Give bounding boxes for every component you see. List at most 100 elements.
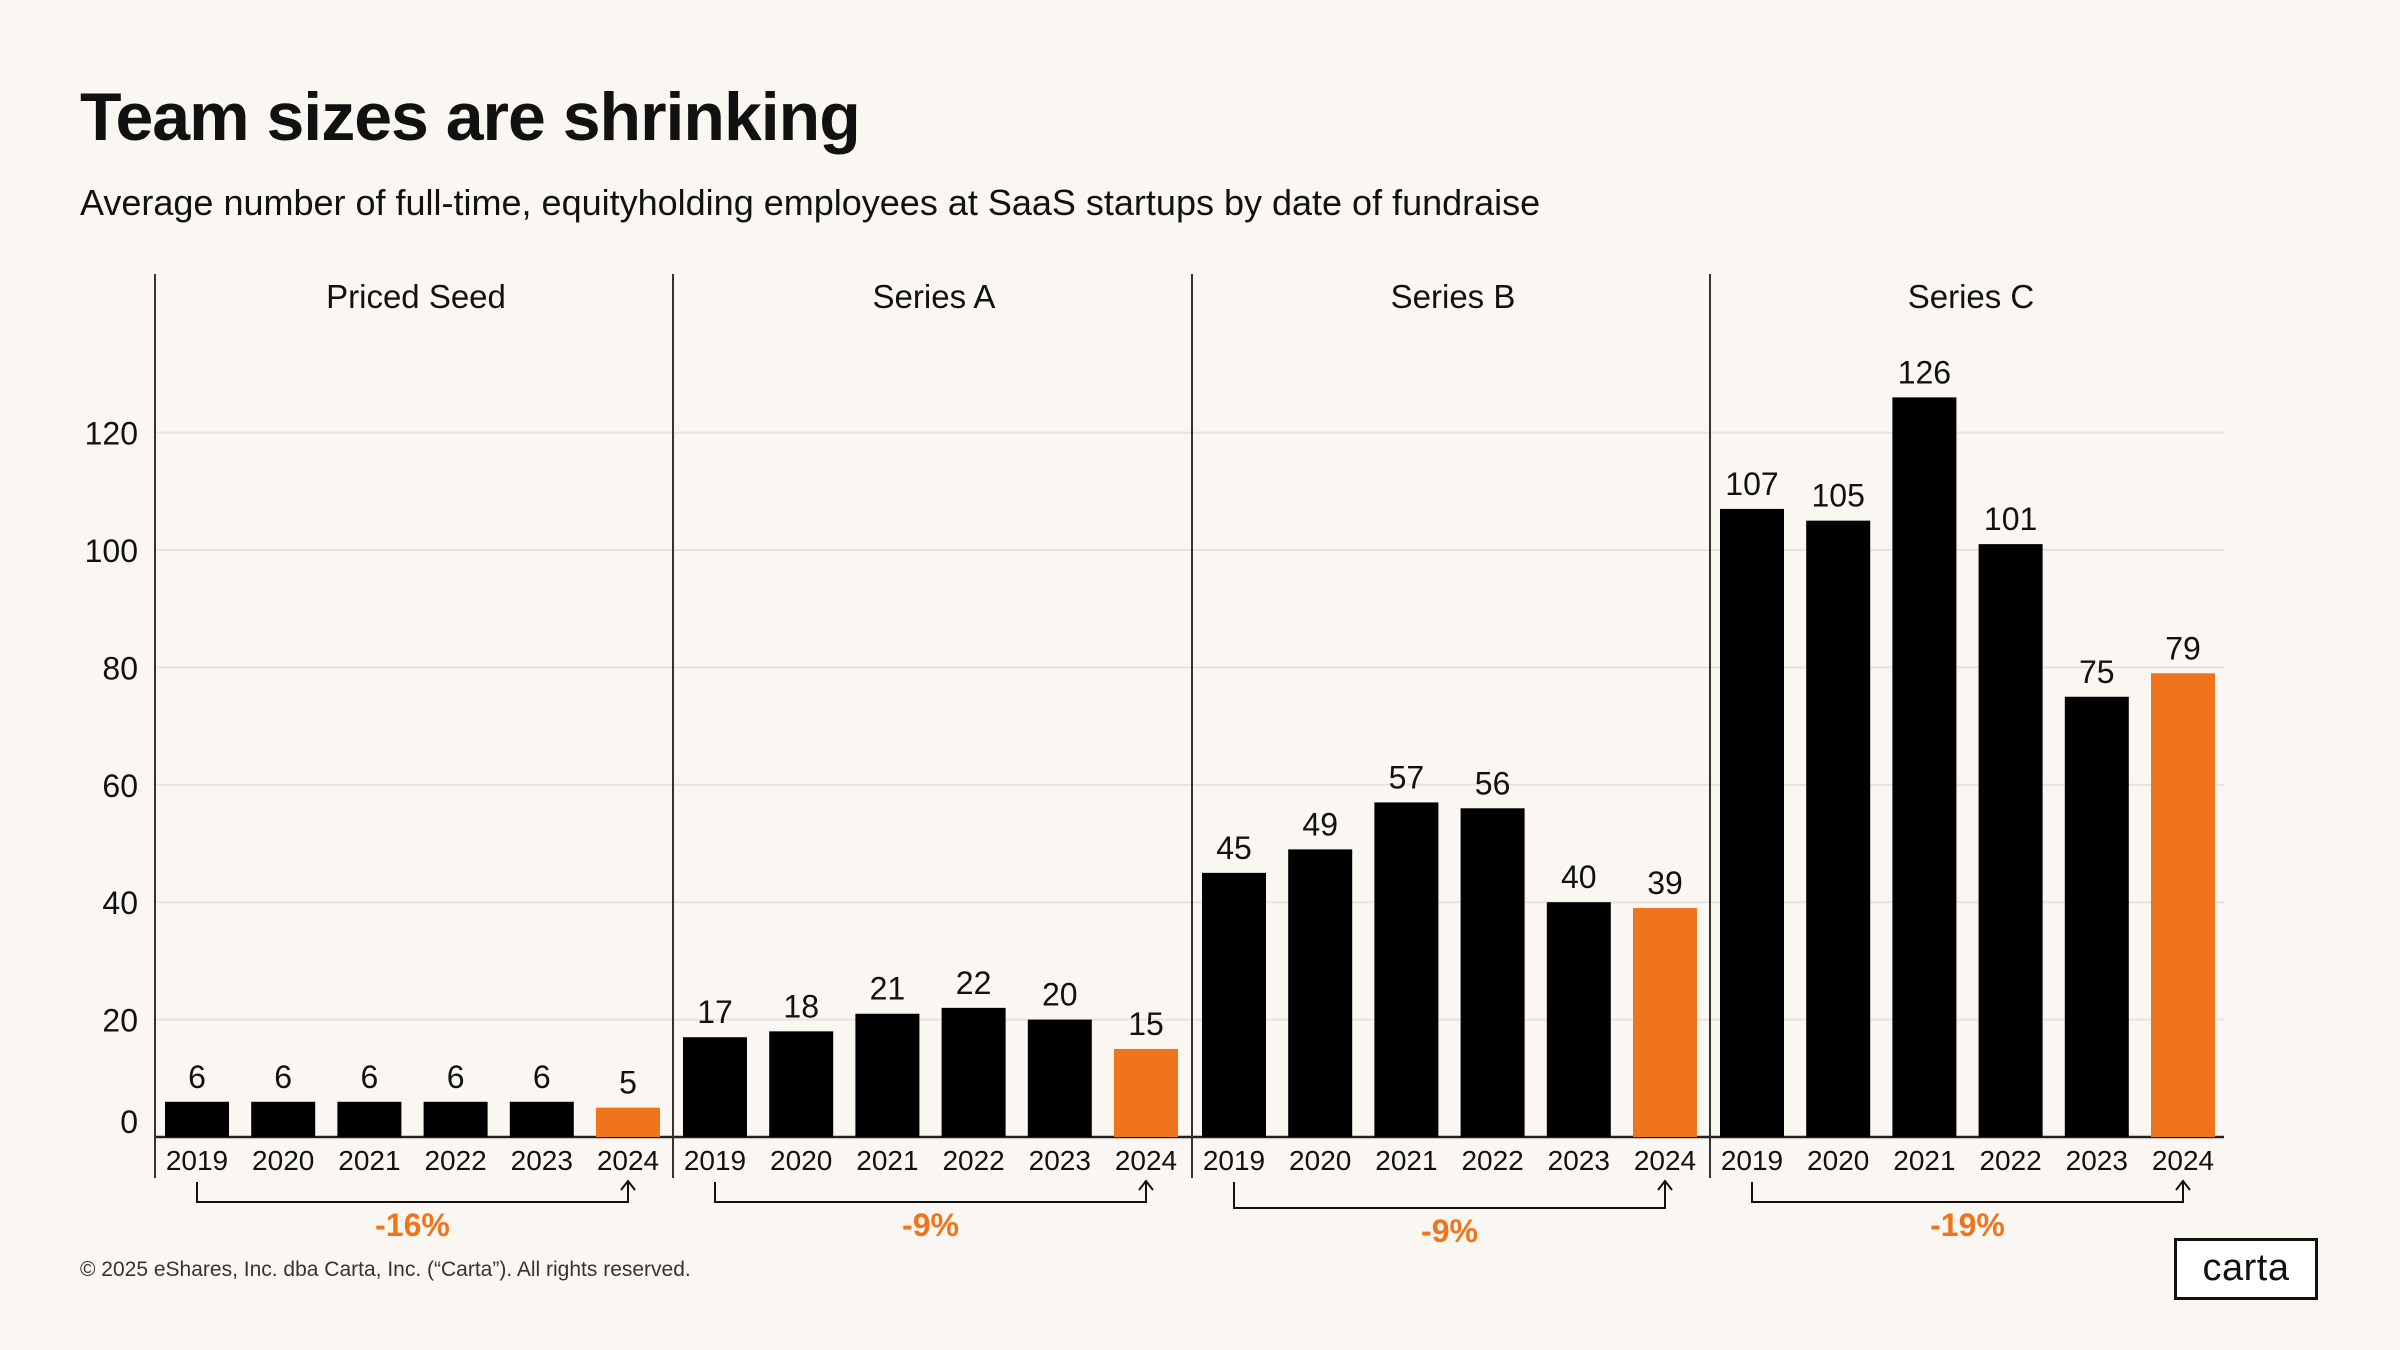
carta-logo: carta: [2174, 1238, 2318, 1300]
data-label: 79: [2165, 630, 2201, 666]
data-label: 20: [1042, 977, 1078, 1013]
bar: [1374, 802, 1439, 1137]
change-bracket: [1751, 1182, 2184, 1203]
y-tick-label: 20: [102, 1003, 138, 1039]
bar: [251, 1101, 316, 1137]
data-label: 126: [1898, 354, 1951, 390]
change-arrow-icon: [2175, 1179, 2191, 1191]
bar: [423, 1101, 488, 1137]
bar: [1114, 1048, 1178, 1137]
x-tick-label: 2019: [1203, 1145, 1265, 1176]
x-tick-label: 2022: [424, 1145, 486, 1176]
data-label: 101: [1984, 501, 2037, 537]
y-tick-label: 0: [120, 1104, 138, 1140]
x-tick-label: 2023: [1548, 1145, 1610, 1176]
bar: [941, 1007, 1006, 1137]
panel-header: Series C: [1908, 278, 2035, 315]
bar: [2064, 696, 2129, 1137]
chart-subtitle: Average number of full-time, equityholdi…: [80, 182, 1541, 223]
data-label: 56: [1475, 765, 1511, 801]
x-tick-label: 2023: [511, 1145, 573, 1176]
bar: [1202, 872, 1266, 1137]
change-arrow-icon: [1138, 1179, 1154, 1191]
data-label: 6: [188, 1059, 206, 1095]
y-tick-label: 100: [85, 533, 138, 569]
data-label: 17: [697, 994, 733, 1030]
data-label: 6: [447, 1059, 465, 1095]
panel-header: Series A: [873, 278, 996, 315]
bar: [1633, 908, 1697, 1137]
bar: [337, 1101, 402, 1137]
x-tick-label: 2022: [1979, 1145, 2041, 1176]
bar: [1720, 508, 1784, 1137]
x-tick-label: 2020: [1807, 1145, 1869, 1176]
x-tick-label: 2021: [1893, 1145, 1955, 1176]
x-tick-label: 2021: [856, 1145, 918, 1176]
bar: [2151, 673, 2215, 1137]
change-label: -19%: [1930, 1207, 2005, 1243]
copyright-text: © 2025 eShares, Inc. dba Carta, Inc. (“C…: [80, 1258, 691, 1281]
bar: [683, 1037, 747, 1137]
data-label: 105: [1812, 478, 1865, 514]
data-label: 22: [956, 965, 992, 1001]
bar: [1892, 397, 1957, 1137]
data-label: 6: [274, 1059, 292, 1095]
bar: [1288, 849, 1353, 1137]
bar: [165, 1101, 229, 1137]
x-tick-label: 2024: [1115, 1145, 1177, 1176]
change-arrow-icon: [1657, 1179, 1673, 1191]
data-label: 57: [1389, 759, 1425, 795]
change-bracket: [1233, 1182, 1666, 1209]
x-tick-label: 2023: [1029, 1145, 1091, 1176]
x-tick-label: 2023: [2066, 1145, 2128, 1176]
data-label: 75: [2079, 654, 2115, 690]
panel-header: Series B: [1391, 278, 1516, 315]
x-tick-label: 2021: [338, 1145, 400, 1176]
bar: [1460, 808, 1525, 1137]
x-tick-label: 2019: [1721, 1145, 1783, 1176]
x-tick-label: 2021: [1375, 1145, 1437, 1176]
change-label: -9%: [902, 1207, 959, 1243]
data-label: 45: [1216, 830, 1252, 866]
bar: [1806, 520, 1871, 1137]
bar: [509, 1101, 574, 1137]
panel-header: Priced Seed: [326, 278, 506, 315]
y-tick-label: 120: [85, 416, 138, 452]
x-tick-label: 2019: [684, 1145, 746, 1176]
y-tick-label: 60: [102, 768, 138, 804]
bar: [1546, 902, 1611, 1137]
change-label: -16%: [375, 1207, 450, 1243]
change-bracket: [714, 1182, 1147, 1203]
x-tick-label: 2024: [597, 1145, 659, 1176]
data-label: 6: [533, 1059, 551, 1095]
x-tick-label: 2020: [252, 1145, 314, 1176]
data-label: 107: [1725, 466, 1778, 502]
data-label: 6: [361, 1059, 379, 1095]
bar: [1978, 544, 2043, 1137]
x-tick-label: 2020: [770, 1145, 832, 1176]
data-label: 18: [783, 988, 819, 1024]
bar: [855, 1013, 920, 1137]
chart-title: Team sizes are shrinking: [80, 79, 861, 155]
bar: [1027, 1019, 1092, 1137]
change-bracket: [196, 1182, 629, 1203]
data-label: 39: [1647, 865, 1683, 901]
change-arrow-icon: [620, 1179, 636, 1191]
x-tick-label: 2022: [942, 1145, 1004, 1176]
x-tick-label: 2024: [1634, 1145, 1696, 1176]
y-tick-label: 40: [102, 885, 138, 921]
x-tick-label: 2019: [166, 1145, 228, 1176]
x-tick-label: 2020: [1289, 1145, 1351, 1176]
change-label: -9%: [1421, 1213, 1478, 1249]
x-tick-label: 2022: [1461, 1145, 1523, 1176]
data-label: 49: [1302, 806, 1338, 842]
data-label: 40: [1561, 859, 1597, 895]
data-label: 15: [1128, 1006, 1164, 1042]
data-label: 21: [870, 971, 906, 1007]
data-label: 5: [619, 1065, 637, 1101]
bar: [769, 1031, 834, 1137]
bar: [596, 1107, 660, 1137]
y-tick-label: 80: [102, 650, 138, 686]
x-tick-label: 2024: [2152, 1145, 2214, 1176]
